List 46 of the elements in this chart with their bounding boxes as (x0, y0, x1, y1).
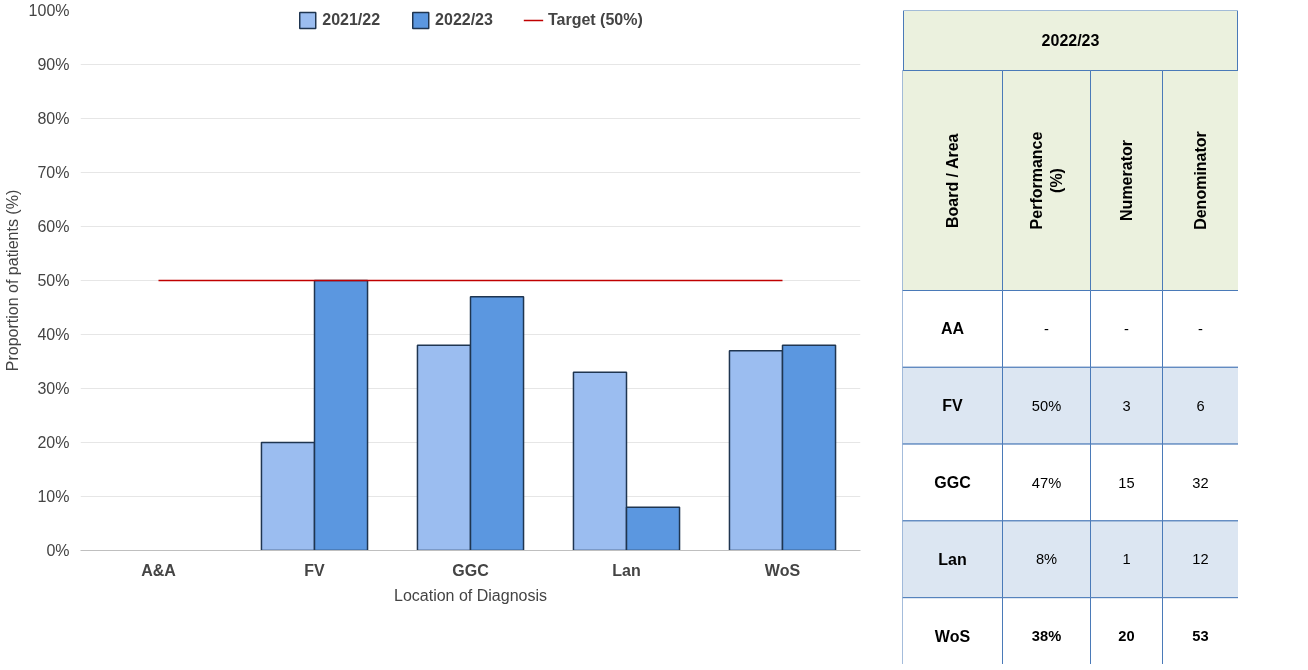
y-tick-label: 20% (37, 434, 70, 451)
x-tick-label: FV (304, 561, 326, 579)
text: - (1044, 320, 1050, 337)
text: - (1198, 320, 1204, 337)
y-tick-label: 60% (37, 218, 70, 235)
text: 15 (1118, 474, 1135, 491)
x-tick-label: GGC (452, 561, 490, 579)
text: Denominator (1192, 131, 1209, 230)
text: FV (942, 397, 964, 415)
x-tick-label: A&A (141, 561, 177, 579)
y-tick-label: 100% (28, 2, 70, 19)
x-axis-title: Location of Diagnosis (394, 586, 547, 604)
text: 47% (1031, 474, 1062, 491)
y-tick-label: 30% (37, 380, 70, 397)
y-tick-label: 70% (37, 164, 70, 181)
text: 38% (1031, 628, 1062, 645)
text: 50% (1031, 397, 1062, 414)
legend-label: 2021/22 (322, 11, 381, 29)
y-tick-label: 0% (46, 542, 70, 559)
y-axis-title: Proportion of patients (%) (3, 189, 21, 372)
text: 2022/23 (1041, 32, 1100, 49)
y-tick-label: 90% (37, 56, 70, 73)
text: AA (940, 320, 965, 338)
text: Numerator (1118, 140, 1135, 221)
text: - (1124, 320, 1130, 337)
x-tick-label: Lan (612, 561, 641, 579)
text: GGC (934, 474, 972, 491)
text: 8% (1035, 551, 1058, 568)
text: 6 (1196, 397, 1205, 414)
text: 32 (1192, 474, 1209, 491)
y-tick-label: 40% (37, 326, 70, 343)
text: 20 (1118, 628, 1135, 645)
text: 1 (1122, 551, 1131, 568)
legend-label: Target (50%) (547, 11, 643, 29)
x-tick-label: WoS (764, 561, 801, 579)
text: Performance (%) (1028, 131, 1065, 230)
legend-label: 2022/23 (435, 11, 493, 29)
text: Lan (938, 550, 967, 568)
y-tick-label: 80% (37, 110, 70, 127)
text: 53 (1192, 628, 1209, 645)
text: WoS (934, 627, 971, 645)
y-tick-label: 10% (37, 488, 70, 505)
text: 3 (1122, 397, 1131, 414)
y-tick-label: 50% (37, 272, 70, 289)
text: Board / Area (944, 133, 961, 229)
text: 12 (1192, 551, 1209, 568)
